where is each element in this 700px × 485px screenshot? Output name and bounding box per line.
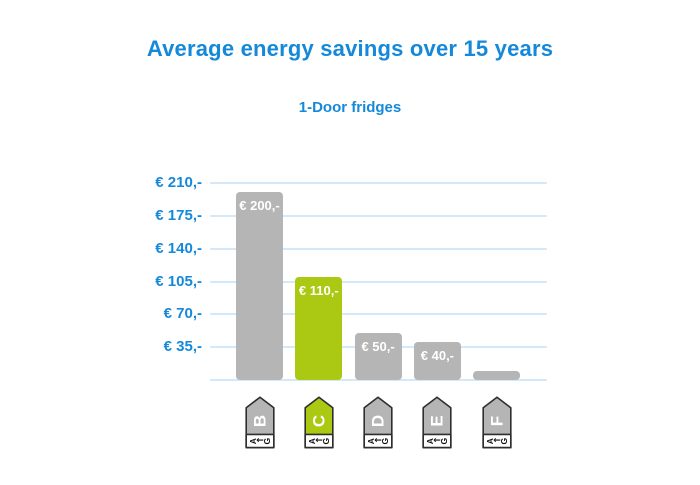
bar-e: € 40,- <box>413 342 461 380</box>
scale-letter-a: A <box>425 438 435 444</box>
gridline <box>210 182 547 184</box>
energy-label-icon-c: C A ← G <box>304 396 334 449</box>
scale-letter-g: G <box>262 438 272 445</box>
scale-arrow-icon: ← <box>315 436 323 446</box>
y-axis-tick-label: € 175,- <box>155 206 202 224</box>
scale-letter-g: G <box>499 438 509 445</box>
scale-arrow-icon: ← <box>256 436 264 446</box>
energy-class-letter: E <box>428 415 447 426</box>
gridline <box>210 313 547 316</box>
bar-f <box>473 370 521 380</box>
scale-letter-a: A <box>248 438 258 444</box>
scale-letter-a: A <box>366 438 376 444</box>
bar-value-label: € 200,- <box>239 198 280 214</box>
bar-d: € 50,- <box>354 333 402 380</box>
energy-class-letter: B <box>250 415 269 427</box>
energy-class-letter: D <box>369 415 388 427</box>
energy-label-icon-d: D A ← G <box>363 396 393 449</box>
scale-arrow-icon: ← <box>374 436 382 446</box>
bar-value-label: € 110,- <box>298 282 339 298</box>
energy-tag-icon: F A←G <box>482 396 512 449</box>
y-axis-tick-label: € 105,- <box>155 272 202 290</box>
energy-label-icon-b: B A ← G <box>244 396 275 449</box>
scale-arrow-icon: ← <box>434 436 442 446</box>
y-axis-tick-label: € 140,- <box>155 239 202 257</box>
scale-letter-g: G <box>439 438 449 445</box>
energy-label-icon-f: F A ← G <box>482 396 512 449</box>
chart-subtitle: 1-Door fridges <box>298 99 402 116</box>
plot-area: € 200,- € 110,- € 50,- € 40,- <box>210 182 547 381</box>
energy-class-letter: F <box>487 416 506 426</box>
scale-letter-a: A <box>307 438 317 444</box>
scale-letter-g: G <box>321 438 331 445</box>
y-axis-tick-label: € 35,- <box>163 338 202 356</box>
y-axis-tick-label: € 70,- <box>163 305 202 323</box>
energy-tag-icon: B A←G <box>244 396 275 449</box>
gridline <box>210 214 547 217</box>
energy-tag-icon: D A←G <box>363 396 393 449</box>
x-axis-baseline <box>210 379 547 381</box>
energy-class-letter: C <box>309 415 328 427</box>
bar-value-label: € 40,- <box>420 348 455 364</box>
scale-letter-a: A <box>485 438 495 444</box>
bar-c: € 110,- <box>295 276 343 380</box>
scale-letter-g: G <box>380 438 390 445</box>
gridline <box>210 247 547 250</box>
bar-b: € 200,- <box>236 192 283 380</box>
y-axis-tick-label: € 210,- <box>155 174 202 191</box>
gridline <box>210 280 547 283</box>
scale-arrow-icon: ← <box>493 436 501 446</box>
energy-label-icon-e: E A ← G <box>422 396 452 449</box>
energy-tag-icon: C A←G <box>304 396 334 449</box>
bar-value-label: € 50,- <box>361 339 395 355</box>
energy-tag-icon: E A←G <box>422 396 452 449</box>
chart-title: Average energy savings over 15 years <box>146 36 554 61</box>
